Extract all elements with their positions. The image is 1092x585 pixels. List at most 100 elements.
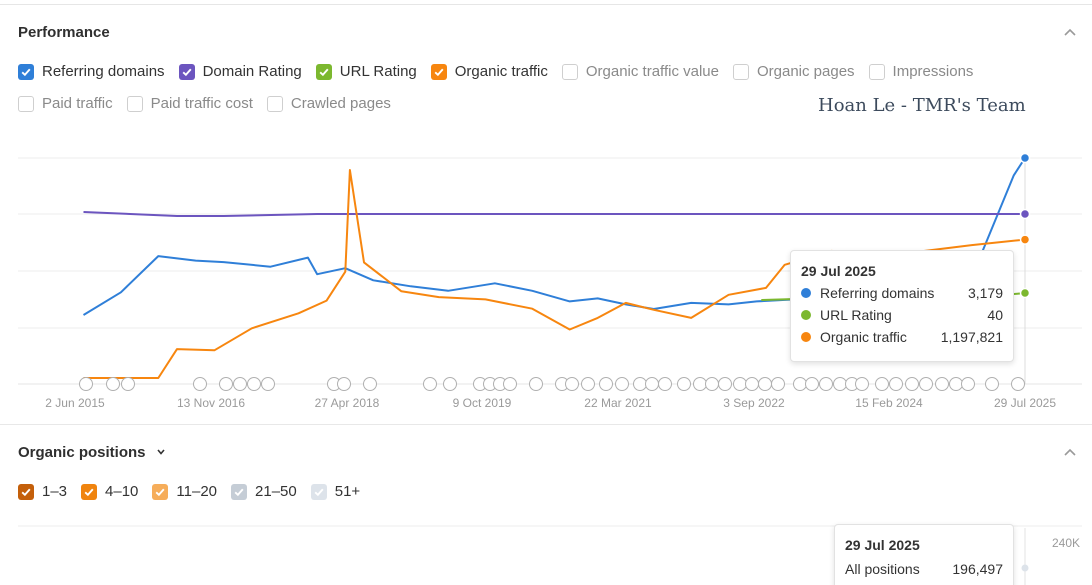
legend-item-paid-traffic-cost[interactable]: Paid traffic cost <box>126 95 253 112</box>
annotation-marker-icon <box>935 377 949 391</box>
checkbox-icon <box>561 63 578 80</box>
legend-item-referring-domains[interactable]: Referring domains <box>18 63 165 80</box>
checkbox-icon <box>868 63 885 80</box>
legend-item-1-3[interactable]: 1–3 <box>18 483 67 500</box>
tooltip-series-value: 1,197,821 <box>940 329 1003 345</box>
checkbox-icon <box>231 483 248 500</box>
chevron-up-icon[interactable] <box>1062 24 1078 40</box>
checkbox-icon <box>732 63 749 80</box>
annotation-marker-icon <box>771 377 785 391</box>
chevron-up-icon[interactable] <box>1062 444 1078 460</box>
legend-label: Paid traffic <box>42 95 113 112</box>
checkbox-icon <box>126 95 143 112</box>
checkbox-icon <box>266 95 283 112</box>
annotation-marker-icon <box>805 377 819 391</box>
legend-item-organic-traffic[interactable]: Organic traffic <box>430 63 548 80</box>
positions-tooltip-label: All positions <box>845 561 920 577</box>
annotation-marker-icon <box>889 377 903 391</box>
annotation-marker-icon <box>599 377 613 391</box>
tooltip-rows: Referring domains 3,179 URL Rating 40 Organi… <box>801 285 1003 345</box>
legend-item-domain-rating[interactable]: Domain Rating <box>178 63 302 80</box>
x-tick-label: 22 Mar 2021 <box>584 396 652 410</box>
annotation-marker-icon <box>961 377 975 391</box>
tooltip-row-referring-domains: Referring domains 3,179 <box>801 285 1003 301</box>
x-tick-label: 9 Oct 2019 <box>453 396 512 410</box>
annotation-marker-icon <box>793 377 807 391</box>
series-end-point-referring-domains <box>1019 152 1031 164</box>
annotation-marker-icon <box>905 377 919 391</box>
legend-label: 21–50 <box>255 483 297 500</box>
organic-positions-title[interactable]: Organic positions <box>18 444 166 461</box>
x-tick-label: 29 Jul 2025 <box>994 396 1056 410</box>
series-line-domain-rating <box>83 211 1025 217</box>
x-tick-label: 2 Jun 2015 <box>45 396 105 410</box>
legend-item-url-rating[interactable]: URL Rating <box>315 63 417 80</box>
checkbox-icon <box>152 483 169 500</box>
positions-tooltip: 29 Jul 2025 All positions 196,497 <box>834 524 1014 585</box>
watermark-text: Hoan Le - TMR's Team <box>818 95 1026 116</box>
performance-legend-row-1: Referring domains Domain Rating URL Rating… <box>18 63 987 80</box>
annotation-marker-icon <box>819 377 833 391</box>
annotation-marker-icon <box>503 377 517 391</box>
annotation-marker-icon <box>919 377 933 391</box>
legend-label: Impressions <box>892 63 974 80</box>
legend-item-21-50[interactable]: 21–50 <box>231 483 297 500</box>
tooltip-date: 29 Jul 2025 <box>801 263 876 279</box>
performance-legend-row-2: Paid traffic Paid traffic cost Crawled pag… <box>18 95 405 112</box>
legend-item-crawled-pages[interactable]: Crawled pages <box>266 95 391 112</box>
annotation-marker-icon <box>233 377 247 391</box>
annotation-marker-icon <box>833 377 847 391</box>
annotation-marker-icon <box>106 377 120 391</box>
legend-label: Domain Rating <box>202 63 302 80</box>
legend-label: Crawled pages <box>290 95 391 112</box>
annotation-marker-icon <box>645 377 659 391</box>
annotation-marker-icon <box>705 377 719 391</box>
annotation-marker-icon <box>247 377 261 391</box>
legend-label: 11–20 <box>176 483 218 500</box>
x-tick-label: 3 Sep 2022 <box>723 396 785 410</box>
annotation-marker-icon <box>633 377 647 391</box>
legend-item-organic-pages[interactable]: Organic pages <box>732 63 855 80</box>
annotation-marker-icon <box>565 377 579 391</box>
legend-item-51[interactable]: 51+ <box>310 483 360 500</box>
series-dot-icon <box>801 332 811 342</box>
series-dot-icon <box>801 288 811 298</box>
annotation-marker-icon <box>443 377 457 391</box>
annotation-marker-icon <box>79 377 93 391</box>
annotation-marker-icon <box>985 377 999 391</box>
legend-item-organic-traffic-value[interactable]: Organic traffic value <box>561 63 719 80</box>
checkbox-icon <box>18 95 34 112</box>
x-tick-label: 13 Nov 2016 <box>177 396 245 410</box>
annotation-marker-icon <box>875 377 889 391</box>
checkbox-icon <box>310 483 327 500</box>
performance-tooltip: 29 Jul 2025 Referring domains 3,179 URL Ra… <box>790 250 1014 362</box>
legend-label: Referring domains <box>42 63 165 80</box>
tooltip-series-value: 40 <box>987 307 1003 323</box>
annotation-marker-icon <box>423 377 437 391</box>
performance-title: Performance <box>18 24 110 41</box>
annotation-marker-icon <box>677 377 691 391</box>
annotation-marker-icon <box>733 377 747 391</box>
annotation-marker-icon <box>949 377 963 391</box>
annotation-marker-icon <box>1011 377 1025 391</box>
series-end-point-url-rating <box>1019 287 1031 299</box>
legend-item-paid-traffic[interactable]: Paid traffic <box>18 95 113 112</box>
annotation-marker-icon <box>615 377 629 391</box>
x-tick-label: 15 Feb 2024 <box>855 396 923 410</box>
legend-item-11-20[interactable]: 11–20 <box>152 483 217 500</box>
tooltip-series-name: Organic traffic <box>820 329 907 345</box>
checkbox-icon <box>81 483 98 500</box>
annotation-marker-icon <box>745 377 759 391</box>
positions-tooltip-date: 29 Jul 2025 <box>845 537 920 553</box>
legend-item-4-10[interactable]: 4–10 <box>81 483 138 500</box>
tooltip-row-organic-traffic: Organic traffic 1,197,821 <box>801 329 1003 345</box>
positions-tooltip-row: All positions 196,497 <box>845 561 1003 577</box>
top-border <box>0 4 1092 5</box>
tooltip-series-value: 3,179 <box>967 285 1003 301</box>
section-divider <box>0 424 1092 425</box>
chevron-down-icon <box>157 449 165 455</box>
series-end-point-organic-traffic <box>1019 234 1031 245</box>
annotation-marker-icon <box>193 377 207 391</box>
annotation-marker-icon <box>219 377 233 391</box>
legend-item-impressions[interactable]: Impressions <box>868 63 974 80</box>
